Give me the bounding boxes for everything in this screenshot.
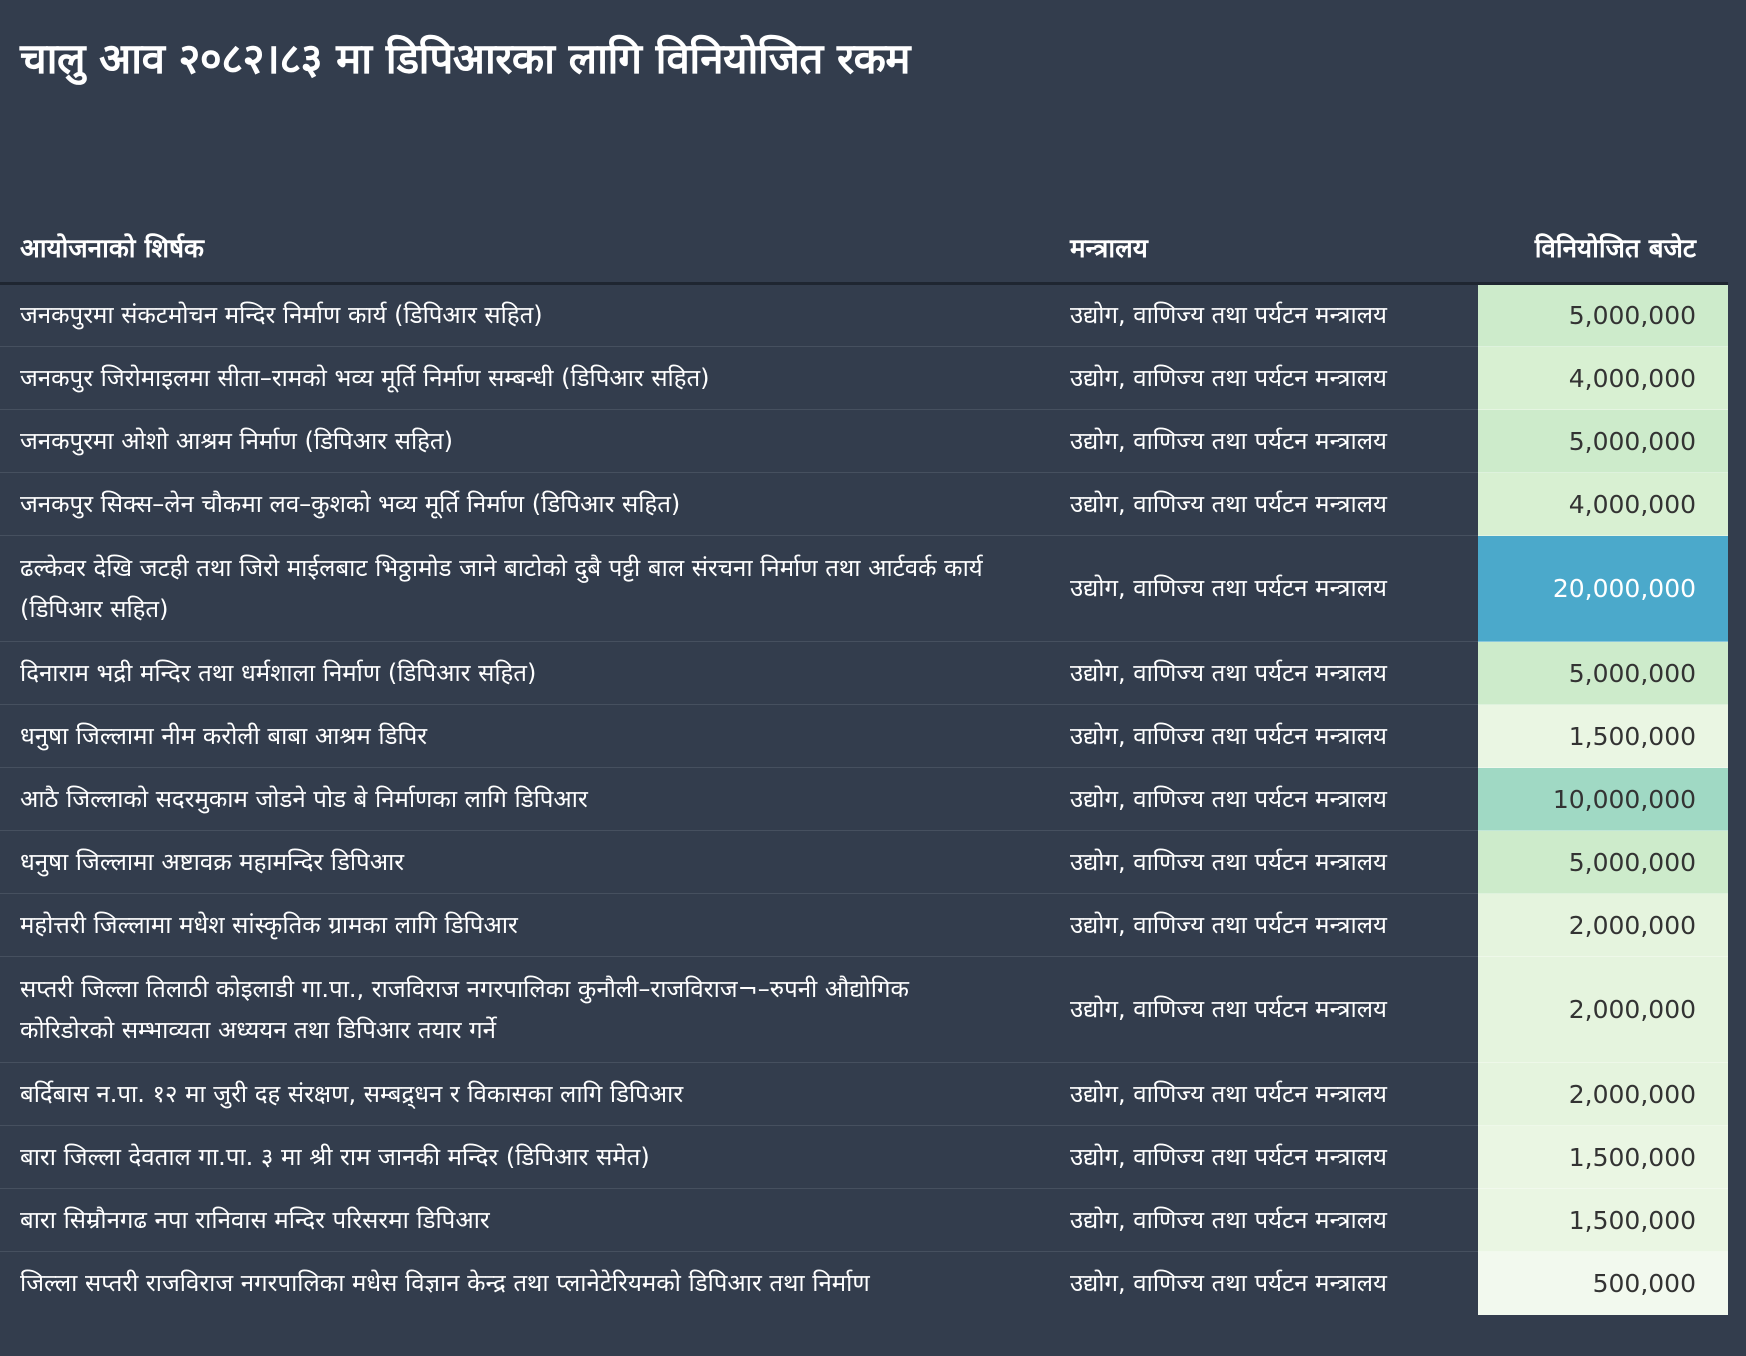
budget-amount-cell: 1,500,000: [1478, 1125, 1728, 1189]
table-row: जनकपुरमा संकटमोचन मन्दिर निर्माण कार्य (…: [0, 283, 1728, 347]
table-header-row: आयोजनाको शिर्षक मन्त्रालय विनियोजित बजेट: [0, 212, 1728, 285]
project-title-cell: जनकपुरमा संकटमोचन मन्दिर निर्माण कार्य (…: [0, 283, 1050, 347]
table-row: दिनाराम भद्री मन्दिर तथा धर्मशाला निर्मा…: [0, 641, 1728, 705]
column-header-budget: विनियोजित बजेट: [1478, 212, 1728, 285]
project-title-cell: धनुषा जिल्लामा नीम करोली बाबा आश्रम डिपि…: [0, 704, 1050, 768]
table-row: धनुषा जिल्लामा अष्टावक्र महामन्दिर डिपिआ…: [0, 830, 1728, 894]
project-title-cell: जनकपुर सिक्स–लेन चौकमा लव–कुशको भव्य मूर…: [0, 472, 1050, 536]
budget-amount-cell: 4,000,000: [1478, 472, 1728, 536]
budget-amount-cell: 1,500,000: [1478, 1188, 1728, 1252]
project-title-cell: बारा सिम्रौनगढ नपा रानिवास मन्दिर परिसरम…: [0, 1188, 1050, 1252]
budget-table: आयोजनाको शिर्षक मन्त्रालय विनियोजित बजेट…: [0, 212, 1728, 1315]
ministry-cell: उद्योग, वाणिज्य तथा पर्यटन मन्त्रालय: [1050, 767, 1478, 831]
ministry-cell: उद्योग, वाणिज्य तथा पर्यटन मन्त्रालय: [1050, 283, 1478, 347]
project-title-cell: जनकपुरमा ओशो आश्रम निर्माण (डिपिआर सहित): [0, 409, 1050, 473]
project-title-cell: जिल्ला सप्तरी राजविराज नगरपालिका मधेस वि…: [0, 1251, 1050, 1315]
ministry-cell: उद्योग, वाणिज्य तथा पर्यटन मन्त्रालय: [1050, 1251, 1478, 1315]
budget-amount-cell: 1,500,000: [1478, 704, 1728, 768]
budget-amount-cell: 5,000,000: [1478, 409, 1728, 473]
table-row: बर्दिबास न.पा. १२ मा जुरी दह संरक्षण, सम…: [0, 1062, 1728, 1126]
ministry-cell: उद्योग, वाणिज्य तथा पर्यटन मन्त्रालय: [1050, 893, 1478, 957]
page-title: चालु आव २०८२।८३ मा डिपिआरका लागि विनियोज…: [20, 34, 911, 83]
project-title-cell: महोत्तरी जिल्लामा मधेश सांस्कृतिक ग्रामक…: [0, 893, 1050, 957]
table-row: आठै जिल्लाको सदरमुकाम जोडने पोड बे निर्म…: [0, 767, 1728, 831]
table-row: बारा जिल्ला देवताल गा.पा. ३ मा श्री राम …: [0, 1125, 1728, 1189]
ministry-cell: उद्योग, वाणिज्य तथा पर्यटन मन्त्रालय: [1050, 956, 1478, 1063]
table-row: जनकपुर सिक्स–लेन चौकमा लव–कुशको भव्य मूर…: [0, 472, 1728, 536]
ministry-cell: उद्योग, वाणिज्य तथा पर्यटन मन्त्रालय: [1050, 472, 1478, 536]
table-row: सप्तरी जिल्ला तिलाठी कोइलाडी गा.पा., राज…: [0, 956, 1728, 1063]
budget-amount-cell: 2,000,000: [1478, 956, 1728, 1063]
table-row: धनुषा जिल्लामा नीम करोली बाबा आश्रम डिपि…: [0, 704, 1728, 768]
table-row: बारा सिम्रौनगढ नपा रानिवास मन्दिर परिसरम…: [0, 1188, 1728, 1252]
column-header-ministry: मन्त्रालय: [1050, 212, 1478, 285]
table-row: जनकपुरमा ओशो आश्रम निर्माण (डिपिआर सहित)…: [0, 409, 1728, 473]
project-title-cell: आठै जिल्लाको सदरमुकाम जोडने पोड बे निर्म…: [0, 767, 1050, 831]
ministry-cell: उद्योग, वाणिज्य तथा पर्यटन मन्त्रालय: [1050, 1062, 1478, 1126]
budget-amount-cell: 2,000,000: [1478, 1062, 1728, 1126]
budget-amount-cell: 5,000,000: [1478, 830, 1728, 894]
ministry-cell: उद्योग, वाणिज्य तथा पर्यटन मन्त्रालय: [1050, 641, 1478, 705]
project-title-cell: धनुषा जिल्लामा अष्टावक्र महामन्दिर डिपिआ…: [0, 830, 1050, 894]
project-title-cell: ढल्केवर देखि जटही तथा जिरो माईलबाट भिठ्ठ…: [0, 535, 1050, 642]
project-title-cell: बर्दिबास न.पा. १२ मा जुरी दह संरक्षण, सम…: [0, 1062, 1050, 1126]
budget-amount-cell: 20,000,000: [1478, 535, 1728, 642]
project-title-cell: सप्तरी जिल्ला तिलाठी कोइलाडी गा.पा., राज…: [0, 956, 1050, 1063]
project-title-cell: बारा जिल्ला देवताल गा.पा. ३ मा श्री राम …: [0, 1125, 1050, 1189]
ministry-cell: उद्योग, वाणिज्य तथा पर्यटन मन्त्रालय: [1050, 346, 1478, 410]
ministry-cell: उद्योग, वाणिज्य तथा पर्यटन मन्त्रालय: [1050, 535, 1478, 642]
ministry-cell: उद्योग, वाणिज्य तथा पर्यटन मन्त्रालय: [1050, 830, 1478, 894]
budget-amount-cell: 5,000,000: [1478, 283, 1728, 347]
ministry-cell: उद्योग, वाणिज्य तथा पर्यटन मन्त्रालय: [1050, 704, 1478, 768]
ministry-cell: उद्योग, वाणिज्य तथा पर्यटन मन्त्रालय: [1050, 1188, 1478, 1252]
budget-amount-cell: 5,000,000: [1478, 641, 1728, 705]
ministry-cell: उद्योग, वाणिज्य तथा पर्यटन मन्त्रालय: [1050, 409, 1478, 473]
budget-amount-cell: 10,000,000: [1478, 767, 1728, 831]
table-row: महोत्तरी जिल्लामा मधेश सांस्कृतिक ग्रामक…: [0, 893, 1728, 957]
budget-amount-cell: 2,000,000: [1478, 893, 1728, 957]
project-title-cell: जनकपुर जिरोमाइलमा सीता–रामको भव्य मूर्ति…: [0, 346, 1050, 410]
ministry-cell: उद्योग, वाणिज्य तथा पर्यटन मन्त्रालय: [1050, 1125, 1478, 1189]
table-row: जनकपुर जिरोमाइलमा सीता–रामको भव्य मूर्ति…: [0, 346, 1728, 410]
budget-amount-cell: 500,000: [1478, 1251, 1728, 1315]
table-row: ढल्केवर देखि जटही तथा जिरो माईलबाट भिठ्ठ…: [0, 535, 1728, 642]
table-row: जिल्ला सप्तरी राजविराज नगरपालिका मधेस वि…: [0, 1251, 1728, 1315]
column-header-project: आयोजनाको शिर्षक: [0, 212, 1050, 285]
project-title-cell: दिनाराम भद्री मन्दिर तथा धर्मशाला निर्मा…: [0, 641, 1050, 705]
budget-amount-cell: 4,000,000: [1478, 346, 1728, 410]
table-body: जनकपुरमा संकटमोचन मन्दिर निर्माण कार्य (…: [0, 283, 1728, 1315]
